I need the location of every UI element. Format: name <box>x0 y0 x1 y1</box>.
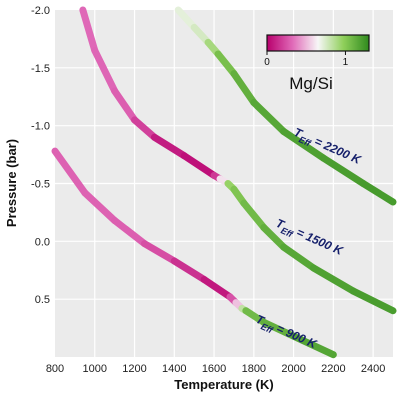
x-tick-label: 1800 <box>242 363 266 375</box>
colorbar-gradient <box>266 34 370 52</box>
x-tick-label: 1200 <box>122 363 146 375</box>
y-tick-label: -1.0 <box>31 121 50 133</box>
series-0-segment <box>111 217 148 248</box>
series-1-segment <box>260 223 288 251</box>
series-1-line <box>79 6 397 315</box>
x-tick-label: 1000 <box>83 363 107 375</box>
x-tick-label: 2000 <box>281 363 305 375</box>
series-2-segment <box>319 154 367 187</box>
series-0-segment <box>242 307 268 326</box>
y-tick-label: -2.0 <box>31 5 50 17</box>
x-tick-label: 800 <box>46 363 64 375</box>
x-tick-label: 2200 <box>321 363 345 375</box>
x-axis-label: Temperature (K) <box>174 377 273 392</box>
x-tick-label: 1400 <box>162 363 186 375</box>
series-0-segment <box>200 276 234 301</box>
series-0-segment <box>260 318 298 340</box>
series-1-segment <box>79 6 99 54</box>
y-axis-label: Pressure (bar) <box>4 139 19 227</box>
series-1-segment <box>150 133 188 160</box>
series-0-segment <box>140 240 178 265</box>
series-2-segment <box>280 127 327 162</box>
y-tick-label: 0.0 <box>35 236 50 248</box>
series-1-segment <box>180 152 218 179</box>
series-2-segment <box>174 6 198 31</box>
series-0-line <box>51 147 337 359</box>
series-2-segment <box>250 99 288 135</box>
series-0-segment <box>170 257 208 284</box>
series-1-segment <box>309 264 357 295</box>
series-2-line <box>174 6 397 206</box>
series-2-segment <box>359 180 397 206</box>
series-1-segment <box>131 116 158 141</box>
colorbar-tick-label: 0 <box>264 57 270 68</box>
x-tick-label: 2400 <box>361 363 385 375</box>
y-tick-labels: -2.0 -1.5 -1.0 -0.5 0.0 0.5 <box>31 5 50 306</box>
series-1-segment <box>349 287 397 315</box>
series-1-segment <box>91 46 119 95</box>
y-tick-label: -1.5 <box>31 63 50 75</box>
series-1-segment <box>240 199 268 231</box>
y-tick-label: 0.5 <box>35 294 50 306</box>
x-tick-labels: 800 1000 1200 1400 1600 1800 2000 2200 2400 <box>46 363 386 375</box>
curves <box>51 6 397 359</box>
series-1-segment <box>111 87 139 124</box>
series-2-segment <box>230 70 258 107</box>
y-tick-label: -0.5 <box>31 179 50 191</box>
series-0-segment <box>290 332 337 359</box>
series-2-segment <box>214 50 238 78</box>
series-1-segment <box>280 243 317 272</box>
colorbar-title: Mg/Si <box>289 74 332 93</box>
series-0-segment <box>51 147 89 197</box>
colorbar-tick-label: 1 <box>343 57 349 68</box>
series-0-segment <box>81 189 119 225</box>
x-tick-label: 1600 <box>202 363 226 375</box>
